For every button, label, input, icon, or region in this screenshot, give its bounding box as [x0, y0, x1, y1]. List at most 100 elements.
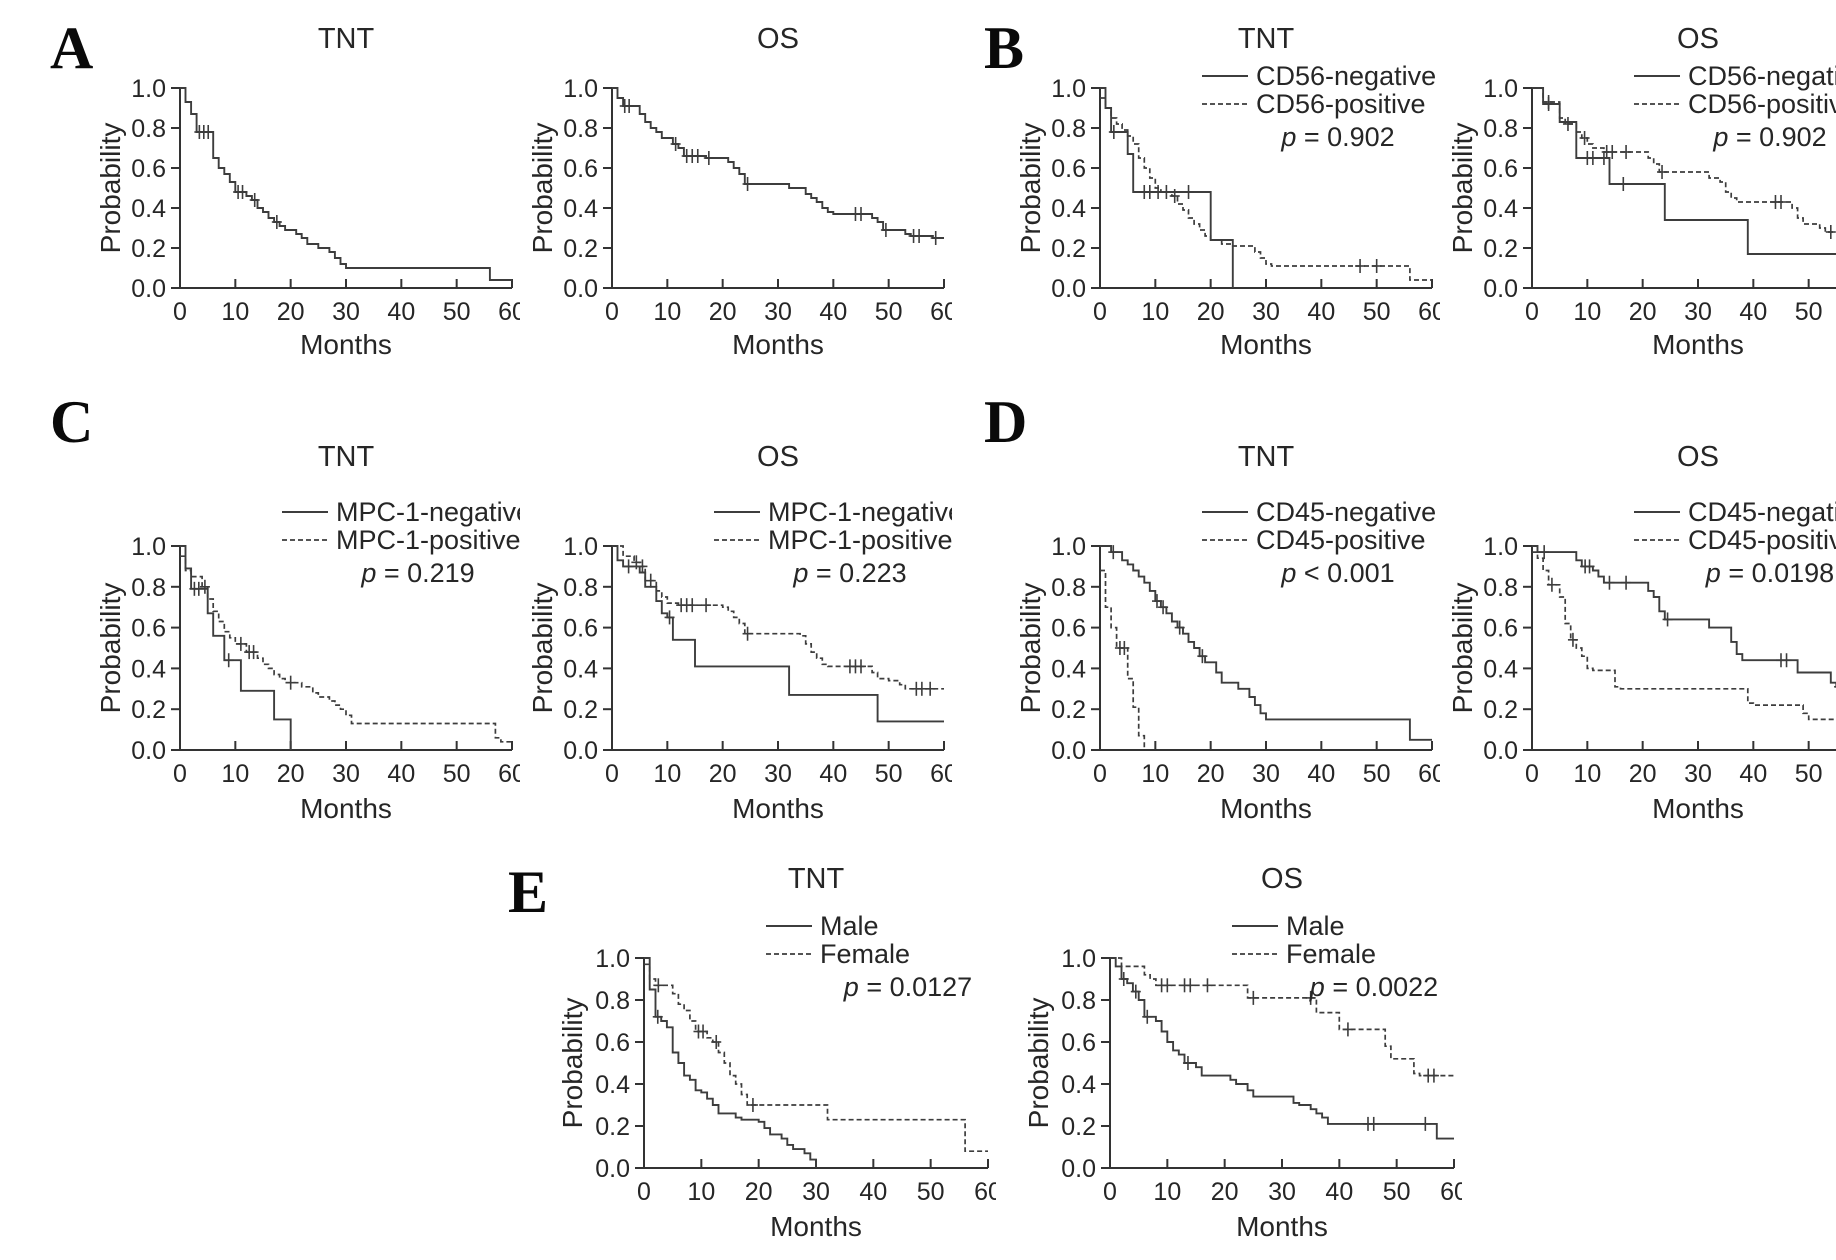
- y-tick-label: 0.6: [131, 615, 166, 643]
- x-axis-ticks: 0 10 20 30 40 50 60: [173, 279, 520, 326]
- plot-title: TNT: [318, 23, 375, 55]
- x-axis-ticks: 0 10 20 30 40 50 60: [637, 1159, 996, 1206]
- censor-marks-cd45-positive: [1546, 577, 1578, 647]
- survival-curve-all: [180, 87, 512, 281]
- y-axis-ticks: 0.0 0.2 0.4 0.6 0.8 1.0: [563, 75, 612, 303]
- y-tick-label: 0.8: [1483, 574, 1518, 602]
- x-axis-ticks: 0 10 20 30 40 50 60: [1103, 1159, 1462, 1206]
- y-axis-ticks: 0.0 0.2 0.4 0.6 0.8 1.0: [131, 533, 180, 765]
- y-axis-ticks: 0.0 0.2 0.4 0.6 0.8 1.0: [1061, 945, 1110, 1183]
- y-axis-ticks: 0.0 0.2 0.4 0.6 0.8 1.0: [595, 945, 644, 1183]
- x-tick-label: 10: [1141, 760, 1169, 788]
- legend-label: MPC-1-positive: [336, 525, 520, 555]
- legend-label: Male: [1286, 911, 1345, 941]
- x-axis-label: Months: [1652, 793, 1744, 824]
- y-tick-label: 0.0: [1051, 737, 1086, 765]
- x-axis-label: Months: [732, 329, 824, 360]
- y-tick-label: 0.2: [1051, 235, 1086, 263]
- legend-label: CD56-negative: [1688, 61, 1836, 91]
- x-tick-label: 10: [1141, 298, 1169, 326]
- x-tick-label: 20: [1629, 760, 1657, 788]
- survival-curve-female: [644, 963, 988, 1153]
- y-axis-ticks: 0.0 0.2 0.4 0.6 0.8 1.0: [1483, 75, 1532, 303]
- censor-marks-all: [619, 99, 941, 245]
- panel-b-plot-row: TNT 0.0 0.2 0.4 0.6 0.8 1.0 0 10 20 30 40 50 60 Months…: [1016, 18, 1836, 364]
- x-tick-label: 20: [745, 1178, 773, 1206]
- x-tick-label: 30: [1252, 760, 1280, 788]
- x-tick-label: 0: [1103, 1178, 1117, 1206]
- panel-label-d: D: [984, 389, 1028, 455]
- x-axis-label: Months: [1220, 329, 1312, 360]
- y-tick-label: 0.8: [1061, 987, 1096, 1015]
- censor-marks-cd56-positive: [1543, 95, 1836, 239]
- x-tick-label: 50: [1795, 298, 1823, 326]
- x-tick-label: 40: [387, 298, 415, 326]
- censor-marks-female: [1156, 978, 1439, 1083]
- x-axis-ticks: 0 10 20 30 40 50 60: [605, 279, 952, 326]
- y-tick-label: 0.8: [563, 115, 598, 143]
- x-axis-ticks: 0 10 20 30 40 50 60: [1093, 279, 1440, 326]
- x-tick-label: 40: [1739, 760, 1767, 788]
- x-tick-label: 50: [443, 298, 471, 326]
- y-tick-label: 0.2: [563, 235, 598, 263]
- y-tick-label: 0.2: [1061, 1113, 1096, 1141]
- survival-curve-male: [644, 957, 817, 1168]
- plot-title: OS: [757, 23, 799, 55]
- y-tick-label: 0.0: [563, 737, 598, 765]
- km-plot-tnt: TNT 0.0 0.2 0.4 0.6 0.8 1.0 0 10 20 30 40 50 60 Months…: [1016, 23, 1440, 360]
- x-tick-label: 40: [1739, 298, 1767, 326]
- x-axis-label: Months: [770, 1211, 862, 1242]
- censor-marks-cd45-negative: [1108, 545, 1208, 664]
- x-tick-label: 60: [1440, 1178, 1462, 1206]
- x-tick-label: 30: [332, 298, 360, 326]
- p-value-label: p < 0.001: [1280, 558, 1394, 588]
- x-tick-label: 30: [1268, 1178, 1296, 1206]
- y-axis-label: Probability: [557, 998, 588, 1129]
- y-tick-label: 0.2: [1483, 235, 1518, 263]
- y-tick-label: 0.8: [1051, 574, 1086, 602]
- censor-marks-cd56-negative: [1543, 97, 1629, 191]
- censor-marks-mpc-1-negative: [189, 581, 234, 668]
- censor-marks-cd45-positive: [1114, 641, 1130, 655]
- survival-curve-mpc-1-positive: [180, 555, 512, 743]
- y-axis-label: Probability: [1448, 123, 1478, 254]
- y-tick-label: 0.6: [563, 615, 598, 643]
- p-value-label: p = 0.902: [1280, 122, 1394, 152]
- x-tick-label: 20: [277, 298, 305, 326]
- panel-B: B TNT 0.0 0.2 0.4 0.6 0.8 1.0 0 10 20 30 40 50 60 Mont…: [958, 18, 1836, 370]
- y-tick-label: 0.8: [131, 574, 166, 602]
- x-axis-label: Months: [1236, 1211, 1328, 1242]
- survival-curve-cd45-negative: [1100, 545, 1432, 741]
- x-axis-label: Months: [300, 329, 392, 360]
- x-tick-label: 0: [1525, 298, 1539, 326]
- y-tick-label: 0.4: [1483, 195, 1518, 223]
- x-tick-label: 50: [875, 760, 903, 788]
- x-tick-label: 60: [930, 298, 952, 326]
- x-tick-label: 0: [605, 298, 619, 326]
- x-tick-label: 20: [709, 760, 737, 788]
- x-tick-label: 50: [1795, 760, 1823, 788]
- x-tick-label: 10: [1573, 760, 1601, 788]
- x-tick-label: 60: [974, 1178, 996, 1206]
- x-axis-label: Months: [1652, 329, 1744, 360]
- panel-e-plot-row: TNT 0.0 0.2 0.4 0.6 0.8 1.0 0 10 20 30 40 50 60 Months…: [556, 860, 1462, 1258]
- y-axis-label: Probability: [528, 123, 558, 254]
- y-tick-label: 1.0: [131, 533, 166, 561]
- legend-label: CD56-negative: [1256, 61, 1436, 91]
- x-tick-label: 50: [917, 1178, 945, 1206]
- survival-curve-cd56-positive: [1532, 87, 1836, 233]
- x-tick-label: 40: [387, 760, 415, 788]
- legend-label: MPC-1-negative: [768, 497, 952, 527]
- x-tick-label: 10: [221, 298, 249, 326]
- y-tick-label: 1.0: [1051, 75, 1086, 103]
- y-tick-label: 0.6: [595, 1029, 630, 1057]
- panel-E: E TNT 0.0 0.2 0.4 0.6 0.8 1.0 0 10 20 30 40 50 60 Mont…: [500, 860, 1480, 1260]
- y-tick-label: 0.8: [595, 987, 630, 1015]
- censor-marks-cd56-negative: [1108, 125, 1194, 199]
- x-tick-label: 10: [653, 298, 681, 326]
- x-tick-label: 50: [1363, 760, 1391, 788]
